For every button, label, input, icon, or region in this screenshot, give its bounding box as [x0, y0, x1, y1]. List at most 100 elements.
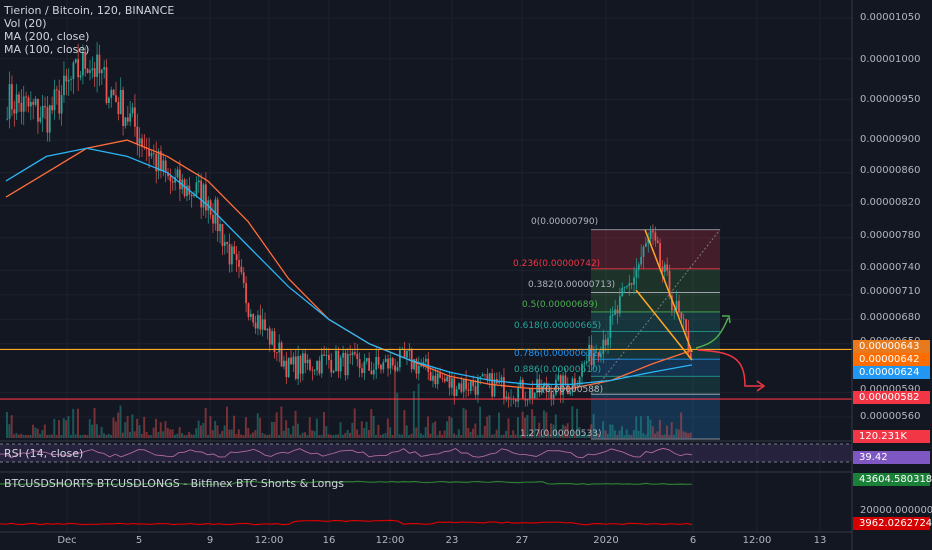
volume-bar — [242, 434, 245, 438]
volume-bar — [322, 412, 325, 438]
candle-body — [195, 182, 198, 196]
price-tick: 0.00000740 — [860, 262, 921, 273]
candle-body — [245, 282, 247, 304]
volume-bar — [199, 425, 202, 438]
candle-body — [223, 242, 226, 246]
candle-body — [387, 358, 389, 369]
volume-bar — [538, 422, 541, 438]
candle-body — [391, 358, 394, 366]
volume-bar — [320, 434, 323, 438]
candle-body — [268, 328, 271, 345]
volume-bars — [6, 367, 692, 438]
candle-body — [157, 151, 160, 172]
volume-bar — [15, 433, 18, 438]
volume-bar — [396, 392, 399, 438]
legend-ma100[interactable]: MA (100, close) — [4, 43, 90, 56]
volume-bar — [502, 434, 505, 438]
candle-body — [27, 97, 30, 107]
volume-bar — [147, 434, 150, 438]
candle-body — [666, 264, 669, 271]
candle-body — [271, 331, 274, 345]
legend-volume[interactable]: Vol (20) — [4, 17, 47, 30]
candle-body — [611, 314, 614, 316]
candle-body — [569, 391, 572, 395]
volume-bar — [74, 434, 77, 438]
volume-bar — [275, 412, 278, 438]
volume-bar — [289, 434, 292, 438]
candle-body — [642, 246, 645, 257]
volume-bar — [464, 409, 467, 438]
time-tick: 23 — [445, 535, 459, 546]
candle-body — [200, 180, 203, 208]
candle-body — [283, 360, 285, 367]
candle-body — [22, 96, 25, 112]
candle-body — [583, 362, 586, 364]
volume-bar — [84, 434, 87, 438]
volume-bar — [173, 434, 176, 438]
volume-bar — [152, 427, 155, 438]
volume-bar — [240, 434, 243, 438]
candle-body — [240, 266, 243, 273]
legend-ma200[interactable]: MA (200, close) — [4, 30, 90, 43]
volume-bar — [512, 430, 515, 438]
fib-trend-line — [590, 229, 721, 395]
drawings[interactable] — [635, 229, 766, 392]
candle-body — [505, 396, 508, 399]
volume-bar — [649, 419, 652, 438]
candle-body — [254, 322, 257, 329]
candle-body — [141, 138, 143, 147]
volume-bar — [349, 432, 351, 438]
volume-bar — [197, 420, 200, 438]
candle-body — [630, 283, 633, 285]
candle-body — [507, 396, 510, 399]
volume-bar — [360, 421, 363, 438]
candle-body — [58, 90, 61, 114]
candle-body — [53, 89, 56, 111]
candle-body — [25, 96, 27, 98]
candle-body — [150, 152, 153, 157]
volume-bar — [58, 420, 61, 438]
volume-bar — [632, 430, 635, 438]
volume-bar — [110, 434, 113, 438]
candle-body — [564, 375, 567, 386]
candle-body — [115, 95, 117, 102]
volume-bar — [441, 434, 444, 438]
volume-bar — [76, 408, 79, 438]
candle-body — [117, 101, 120, 115]
volume-bar — [296, 423, 299, 438]
candle-body — [176, 169, 179, 178]
volume-bar — [630, 434, 633, 438]
candle-body — [455, 389, 458, 397]
horizontal-lines[interactable] — [0, 348, 852, 400]
time-tick: 16 — [322, 535, 336, 546]
candle-body — [384, 358, 387, 363]
volume-bar — [278, 434, 280, 438]
volume-bar — [424, 427, 427, 438]
volume-bar — [606, 434, 609, 438]
volume-bar — [457, 429, 460, 438]
volume-bar — [483, 425, 486, 438]
volume-bar — [41, 430, 44, 438]
candle-body — [581, 363, 583, 377]
volume-bar — [46, 434, 49, 438]
price-tick: 0.00000560 — [860, 411, 921, 422]
volume-bar — [313, 431, 316, 438]
price-tick: 0.00000820 — [860, 197, 921, 208]
volume-bar — [479, 406, 482, 438]
time-tick: 2020 — [593, 535, 619, 546]
volume-bar — [164, 421, 167, 438]
volume-bar — [493, 434, 496, 438]
candle-body — [89, 70, 91, 73]
volume-badge: 120.231K — [853, 430, 930, 443]
candle-body — [108, 97, 110, 103]
volume-bar — [680, 412, 683, 438]
shorts-longs-legend[interactable]: BTCUSDSHORTS BTCUSDLONGS - Bitfinex BTC … — [4, 477, 345, 490]
candle-body — [514, 399, 517, 402]
rsi-legend[interactable]: RSI (14, close) — [4, 447, 84, 460]
volume-bar — [79, 434, 82, 438]
volume-bar — [22, 434, 25, 438]
volume-bar — [587, 433, 590, 438]
candle-body — [60, 95, 63, 114]
